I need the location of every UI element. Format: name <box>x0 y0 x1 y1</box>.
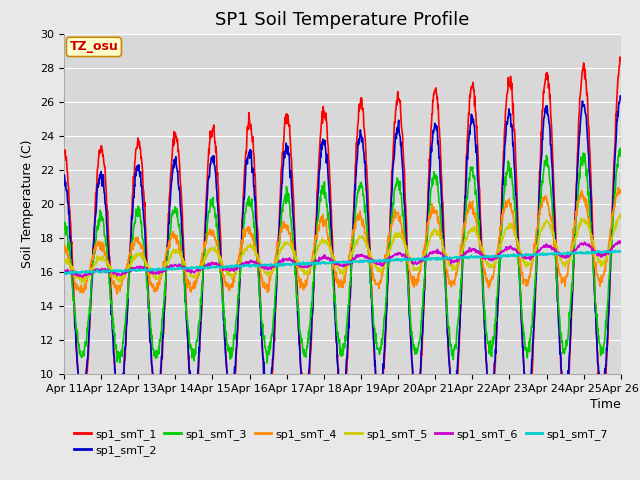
Legend: sp1_smT_1, sp1_smT_2, sp1_smT_3, sp1_smT_4, sp1_smT_5, sp1_smT_6, sp1_smT_7: sp1_smT_1, sp1_smT_2, sp1_smT_3, sp1_smT… <box>70 424 612 460</box>
Y-axis label: Soil Temperature (C): Soil Temperature (C) <box>22 140 35 268</box>
Text: Time: Time <box>590 398 621 411</box>
Text: TZ_osu: TZ_osu <box>70 40 118 53</box>
Title: SP1 Soil Temperature Profile: SP1 Soil Temperature Profile <box>215 11 470 29</box>
